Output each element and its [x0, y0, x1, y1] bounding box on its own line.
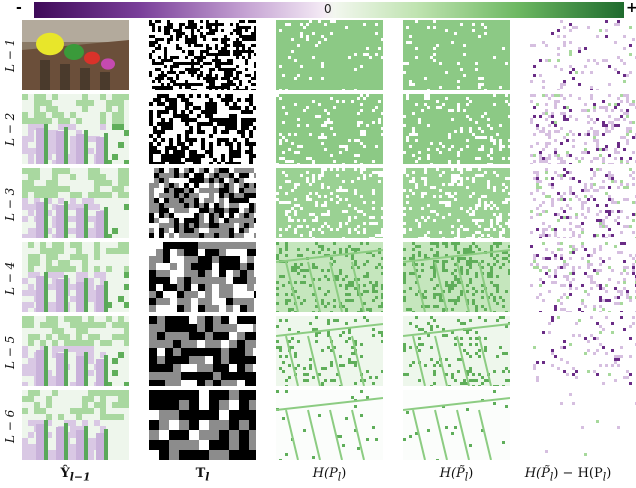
panel-entropy-row-1 [276, 20, 383, 90]
panel-prediction-row-5 [22, 316, 129, 386]
panel-prediction-row-1 [22, 20, 129, 90]
panel-mask-row-3 [149, 168, 256, 238]
row-label-1: L − 1 [3, 52, 17, 72]
col-label-difference: H(P̃l) − H(Pl) [500, 466, 636, 484]
panel-entropy-row-2 [276, 94, 383, 164]
col-label-t: Tl [149, 466, 256, 484]
panel-mask-row-6 [149, 390, 256, 460]
row-label-5: L − 5 [3, 349, 17, 369]
colorbar-max-label: + [626, 0, 636, 16]
row-label-4: L − 4 [3, 275, 17, 295]
row-label-6: L − 6 [3, 423, 17, 443]
panel-entropy-tilde-row-2 [403, 94, 510, 164]
panel-mask-row-4 [149, 242, 256, 312]
panel-entropy-row-4 [276, 242, 383, 312]
panel-entropy-diff-row-2 [530, 94, 636, 164]
panel-mask-row-2 [149, 94, 256, 164]
panel-prediction-row-4 [22, 242, 129, 312]
col-label-h-p-tilde: H(P̃l) [403, 466, 510, 484]
panel-mask-row-1 [149, 20, 256, 90]
col-label-h-p: H(Pl) [276, 466, 383, 484]
panel-entropy-diff-row-5 [530, 316, 636, 386]
panel-entropy-diff-row-4 [530, 242, 636, 312]
panel-prediction-row-3 [22, 168, 129, 238]
colorbar-min-label: - [16, 0, 22, 16]
row-label-3: L − 3 [3, 201, 17, 221]
panel-entropy-tilde-row-5 [403, 316, 510, 386]
panel-entropy-row-6 [276, 390, 383, 460]
panel-entropy-row-5 [276, 316, 383, 386]
panel-entropy-tilde-row-4 [403, 242, 510, 312]
panel-entropy-tilde-row-1 [403, 20, 510, 90]
panel-entropy-tilde-row-3 [403, 168, 510, 238]
panel-entropy-row-3 [276, 168, 383, 238]
colorbar-zero-label: 0 [324, 2, 332, 16]
row-label-2: L − 2 [3, 126, 17, 146]
panel-entropy-diff-row-6 [530, 390, 636, 460]
panel-mask-row-5 [149, 316, 256, 386]
panel-prediction-row-6 [22, 390, 129, 460]
panel-entropy-tilde-row-6 [403, 390, 510, 460]
panel-prediction-row-2 [22, 94, 129, 164]
panel-entropy-diff-row-3 [530, 168, 636, 238]
panel-entropy-diff-row-1 [530, 20, 636, 90]
col-label-y-hat: Ŷl−1 [22, 466, 129, 484]
colorbar: - 0 + [0, 0, 636, 20]
